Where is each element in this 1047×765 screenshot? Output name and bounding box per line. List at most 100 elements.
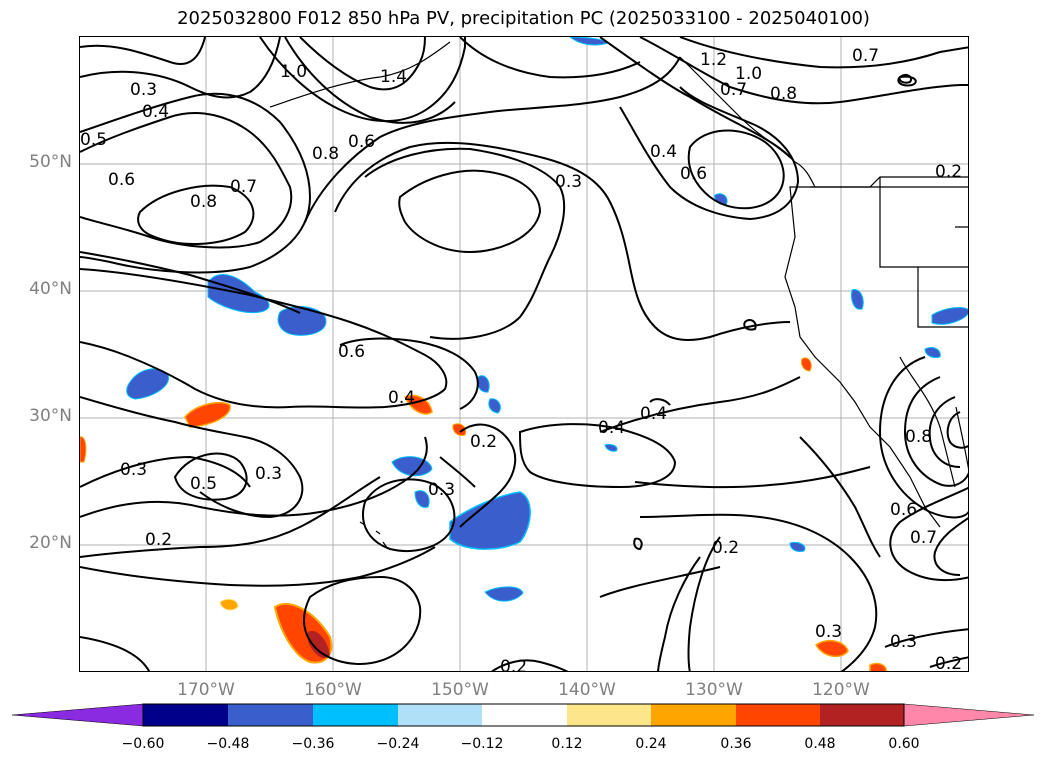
contour-line	[929, 656, 968, 668]
contour-line	[687, 129, 785, 210]
precip-negative-patch	[488, 398, 501, 414]
contour-line	[80, 37, 206, 65]
contour-label: 0.6	[890, 500, 917, 520]
contour-line	[303, 575, 422, 665]
contour-line	[599, 566, 721, 598]
contour-line	[633, 537, 643, 551]
state-borders	[810, 177, 968, 328]
colorbar-tick: −0.36	[291, 736, 335, 752]
pv-contours	[80, 37, 968, 671]
contour-line	[946, 411, 968, 449]
colorbar-tick: −0.24	[376, 736, 420, 752]
colorbar-segment	[820, 704, 904, 726]
contour-label: 1.0	[735, 64, 762, 84]
contour-line	[398, 169, 542, 254]
contour-line	[687, 536, 721, 671]
colorbar-tick: 0.60	[888, 736, 920, 752]
colorbar-svg	[11, 703, 1035, 727]
gridlines	[80, 37, 968, 671]
precip-positive-patch	[219, 598, 239, 611]
map-panel: 0.3 0.4 0.5 0.6 0.8 0.7 1.0 1.4 0.8 0.6 …	[79, 36, 969, 672]
map-title: 2025032800 F012 850 hPa PV, precipitatio…	[177, 8, 870, 29]
contour-line	[634, 466, 871, 489]
colorbar-tick: −0.60	[121, 736, 165, 752]
contour-label: 0.7	[852, 46, 879, 66]
contour-labels: 0.3 0.4 0.5 0.6 0.8 0.7 1.0 1.4 0.8 0.6 …	[80, 46, 962, 672]
colorbar-segment	[736, 704, 820, 726]
lat-label-30n: 30°N	[29, 406, 72, 426]
contour-line	[459, 37, 641, 79]
contour-line	[933, 517, 968, 576]
contour-label: 0.6	[680, 164, 707, 184]
contour-label: 0.2	[145, 530, 172, 550]
precip-negative-patch	[277, 306, 327, 336]
colorbar-tick: 0.12	[551, 736, 583, 752]
contour-line	[878, 356, 968, 519]
contour-line	[80, 455, 251, 488]
contour-label: 0.8	[770, 84, 797, 104]
contour-line	[657, 556, 701, 671]
contour-label: 0.4	[388, 388, 415, 408]
contour-label: 0.4	[598, 418, 625, 438]
contour-line	[639, 513, 878, 671]
contour-line	[80, 436, 428, 518]
contour-label: 0.3	[120, 460, 147, 480]
contour-line	[799, 436, 881, 558]
contour-line	[80, 396, 304, 519]
colorbar-segment	[651, 704, 736, 726]
contour-line	[518, 423, 677, 489]
contour-label: 0.5	[80, 130, 107, 150]
contour-line	[459, 423, 517, 528]
contour-label: 0.2	[935, 654, 962, 672]
contour-line	[903, 376, 968, 487]
contour-line	[599, 37, 791, 158]
contour-label: 0.8	[905, 427, 932, 447]
contour-line	[80, 636, 150, 671]
colorbar-segment	[398, 704, 482, 726]
contour-line	[743, 319, 757, 331]
contour-label: 1.4	[380, 67, 407, 87]
contour-line	[80, 92, 312, 274]
contour-line	[639, 37, 968, 105]
contour-label: 0.4	[142, 102, 169, 122]
colorbar-segment	[482, 704, 567, 726]
precip-positive-patch	[801, 357, 812, 372]
colorbar-segment	[228, 704, 313, 726]
lat-label-50n: 50°N	[29, 152, 72, 172]
precip-positive-patch	[869, 662, 887, 671]
contour-label: 0.3	[428, 480, 455, 500]
lon-label-170w: 170°W	[177, 680, 235, 700]
contour-line	[679, 37, 968, 69]
contour-label: 0.2	[500, 657, 527, 672]
contour-label: 0.3	[555, 172, 582, 192]
contour-label: 0.7	[720, 80, 747, 100]
precip-negative-patch	[414, 490, 430, 508]
west-coast-north-america	[784, 176, 968, 528]
contour-label: 0.6	[348, 132, 375, 152]
precip-positive-core	[308, 631, 330, 659]
lon-label-130w: 130°W	[685, 680, 743, 700]
contour-line	[80, 251, 301, 314]
precip-negative-patch	[484, 586, 524, 602]
precip-negative-patch	[391, 456, 433, 477]
contour-line	[884, 628, 968, 648]
contour-label: 0.3	[130, 80, 157, 100]
colorbar-segment	[143, 704, 228, 726]
contour-label: 0.7	[230, 177, 257, 197]
contour-line	[928, 396, 961, 468]
contour-label: 0.3	[815, 622, 842, 642]
precip-positive-patch	[80, 436, 87, 463]
precip-positive-patch	[184, 401, 231, 428]
contour-label: 0.6	[338, 342, 365, 362]
colorbar-outline	[142, 703, 905, 727]
contour-label: 0.8	[190, 192, 217, 212]
contour-label: 0.5	[190, 474, 217, 494]
contour-label: 0.3	[255, 464, 282, 484]
contour-line	[80, 476, 381, 558]
contour-label: 1.0	[280, 62, 307, 82]
aleutian-islands	[269, 41, 451, 108]
contour-label: 0.3	[890, 632, 917, 652]
map-canvas: 0.3 0.4 0.5 0.6 0.8 0.7 1.0 1.4 0.8 0.6 …	[80, 37, 968, 672]
contour-line	[491, 659, 569, 671]
colorbar	[11, 703, 1035, 727]
